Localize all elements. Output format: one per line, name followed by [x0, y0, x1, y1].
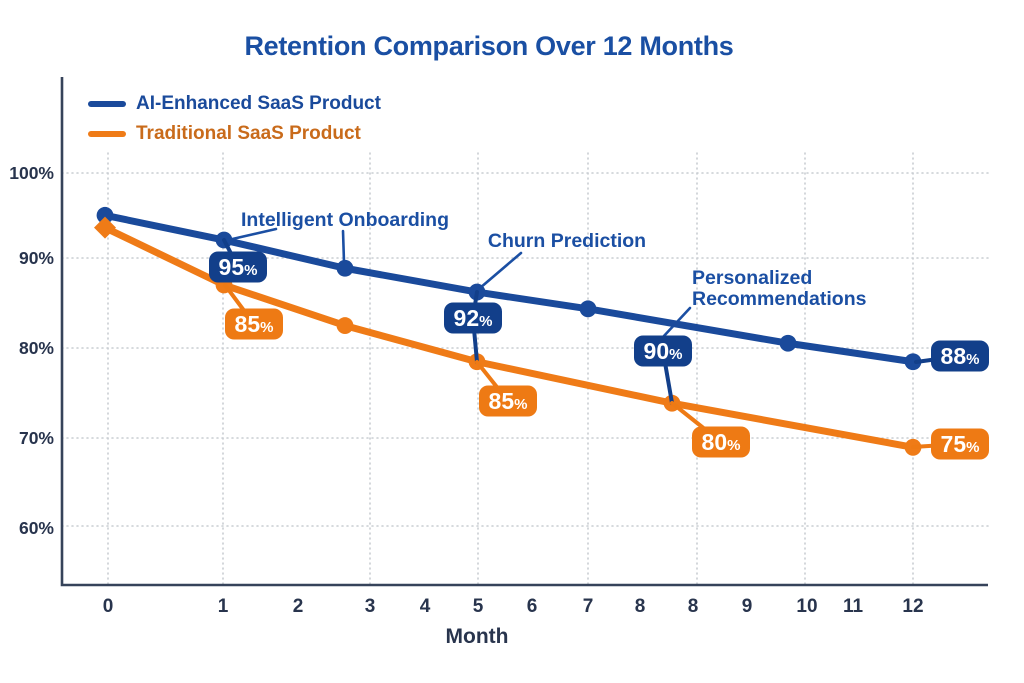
annotation-leader-line: [478, 251, 523, 290]
data-label-text: 88%: [941, 343, 980, 369]
annotation-leader-line: [341, 229, 346, 264]
x-axis-tick-label: 0: [103, 596, 114, 617]
data-label-badge: [634, 335, 692, 367]
x-axis-tick-label: 8: [635, 596, 646, 617]
x-axis-tick-label: 11: [843, 596, 864, 617]
data-label-badge: [479, 385, 537, 417]
data-label-badge: [225, 308, 283, 340]
annotation-label: Intelligent Onboarding: [241, 209, 449, 231]
x-axis-tick-label: 1: [218, 596, 229, 617]
data-point: [336, 259, 354, 277]
x-axis-tick-label: 10: [796, 596, 817, 617]
data-label-text: 95%: [219, 254, 258, 280]
axis-lines: [60, 77, 988, 587]
legend-item-ai-enhanced: AI-Enhanced SaaS Product: [88, 94, 381, 113]
annotation-label: Personalized Recommendations: [692, 267, 867, 310]
data-label-badge: [209, 251, 267, 283]
annotation-leader-line: [226, 227, 278, 242]
x-axis-tick-label: 8: [688, 596, 699, 617]
legend-label: AI-Enhanced SaaS Product: [136, 93, 381, 114]
data-point: [904, 353, 922, 371]
data-point: [96, 206, 114, 224]
x-axis-tick-label: 3: [365, 596, 376, 617]
x-axis-tick-label: 6: [527, 596, 538, 617]
data-point-diamond: [94, 216, 116, 239]
y-axis-tick-label: 60%: [19, 518, 54, 538]
data-label-text: 85%: [235, 311, 274, 337]
data-label-badge: [931, 340, 989, 372]
legend-swatch-blue-line: [88, 100, 126, 107]
chart-legend: AI-Enhanced SaaS Product Traditional Saa…: [88, 94, 381, 143]
y-axis-tick-label: 100%: [9, 163, 54, 183]
legend-swatch-orange-line: [88, 130, 126, 137]
data-label-text: 85%: [489, 388, 528, 414]
legend-label: Traditional SaaS Product: [136, 123, 361, 144]
data-label-text: 80%: [702, 429, 741, 455]
x-axis-tick-label: 12: [902, 596, 923, 617]
x-axis-tick-label: 2: [293, 596, 304, 617]
x-axis-tick-label: 9: [742, 596, 753, 617]
data-label-badge: [444, 302, 502, 334]
data-label-text: 92%: [454, 305, 493, 331]
y-axis-tick-label: 90%: [19, 248, 54, 268]
data-label-text: 90%: [644, 338, 683, 364]
traditional-line: [101, 224, 917, 451]
annotation-label: Churn Prediction: [488, 230, 646, 252]
data-label-text: 75%: [941, 431, 980, 457]
data-label-badge: [692, 426, 750, 458]
data-point: [779, 334, 797, 352]
chart-title: Retention Comparison Over 12 Months: [244, 31, 734, 61]
data-label-badge: [931, 428, 989, 460]
x-axis-tick-label: 4: [420, 596, 431, 617]
x-axis-tick-label: 5: [473, 596, 484, 617]
x-axis-tick-label: 7: [583, 596, 594, 617]
data-point: [579, 300, 597, 318]
y-axis-tick-label: 70%: [19, 428, 54, 448]
data-point: [336, 317, 354, 334]
x-axis-title: Month: [446, 625, 509, 648]
legend-item-traditional: Traditional SaaS Product: [88, 124, 381, 143]
y-axis-tick-label: 80%: [19, 338, 54, 358]
